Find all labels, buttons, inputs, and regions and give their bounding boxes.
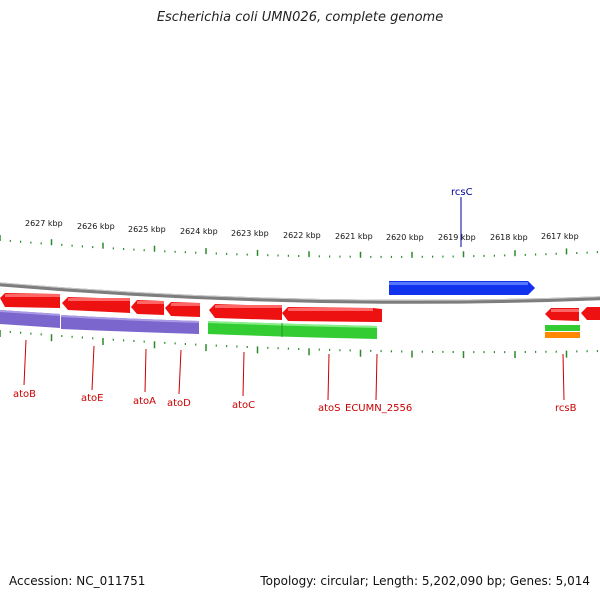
gene-label-atoC[interactable]: atoC xyxy=(232,400,255,411)
gene-label-atoS[interactable]: atoS xyxy=(318,403,341,414)
gene-atoB[interactable] xyxy=(0,293,60,308)
gene-label-atoA[interactable]: atoA xyxy=(133,396,156,407)
gene-right-edge[interactable] xyxy=(581,307,600,320)
kbp-label: 2625 kbp xyxy=(128,225,166,234)
genome-backbone-highlight xyxy=(0,282,600,301)
gene-atoE[interactable] xyxy=(62,297,130,313)
kbp-label: 2619 kbp xyxy=(438,233,476,242)
feature-green-rcsB[interactable] xyxy=(545,325,580,331)
gene-label-ECUMN_2556[interactable]: ECUMN_2556 xyxy=(345,403,412,414)
topology-summary: Topology: circular; Length: 5,202,090 bp… xyxy=(260,574,590,588)
gene-label-atoB[interactable]: atoB xyxy=(13,389,36,400)
kbp-label: 2622 kbp xyxy=(283,231,321,240)
gene-rcsC[interactable] xyxy=(389,281,535,295)
gene-label-rcsC[interactable]: rcsC xyxy=(451,187,473,198)
gene-label-rcsB[interactable]: rcsB xyxy=(555,403,577,414)
gene-atoD[interactable] xyxy=(165,302,200,317)
gene-ECUMN_2556[interactable] xyxy=(373,308,382,322)
kbp-label: 2623 kbp xyxy=(231,229,269,238)
gene-labels: atoB atoE atoA atoD atoC atoS ECUMN_2556… xyxy=(13,187,577,414)
kbp-label: 2618 kbp xyxy=(490,233,528,242)
gene-leader-lines xyxy=(23,339,565,401)
kbp-label: 2626 kbp xyxy=(77,222,115,231)
accession-text: Accession: NC_011751 xyxy=(9,574,146,588)
inner-tick-ruler xyxy=(0,330,599,359)
feature-green[interactable] xyxy=(207,321,378,339)
kbp-labels: 2627 kbp 2626 kbp 2625 kbp 2624 kbp 2623… xyxy=(25,219,579,242)
gene-rcsB[interactable] xyxy=(545,308,579,321)
feature-purple-1[interactable] xyxy=(0,310,61,328)
kbp-label: 2617 kbp xyxy=(541,232,579,241)
feature-purple-2[interactable] xyxy=(60,315,200,334)
kbp-label: 2627 kbp xyxy=(25,219,63,228)
map-title: Escherichia coli UMN026, complete genome xyxy=(156,10,444,25)
gene-atoC[interactable] xyxy=(209,304,282,320)
feature-orange-rcsB[interactable] xyxy=(545,332,580,338)
gene-label-atoE[interactable]: atoE xyxy=(81,393,104,404)
kbp-label: 2620 kbp xyxy=(386,233,424,242)
kbp-label: 2624 kbp xyxy=(180,227,218,236)
gene-atoS[interactable] xyxy=(282,307,374,322)
gene-atoA[interactable] xyxy=(131,300,164,315)
outer-tick-ruler xyxy=(0,235,599,258)
gene-label-atoD[interactable]: atoD xyxy=(167,398,191,409)
kbp-label: 2621 kbp xyxy=(335,232,373,241)
genome-backbone xyxy=(0,282,600,304)
